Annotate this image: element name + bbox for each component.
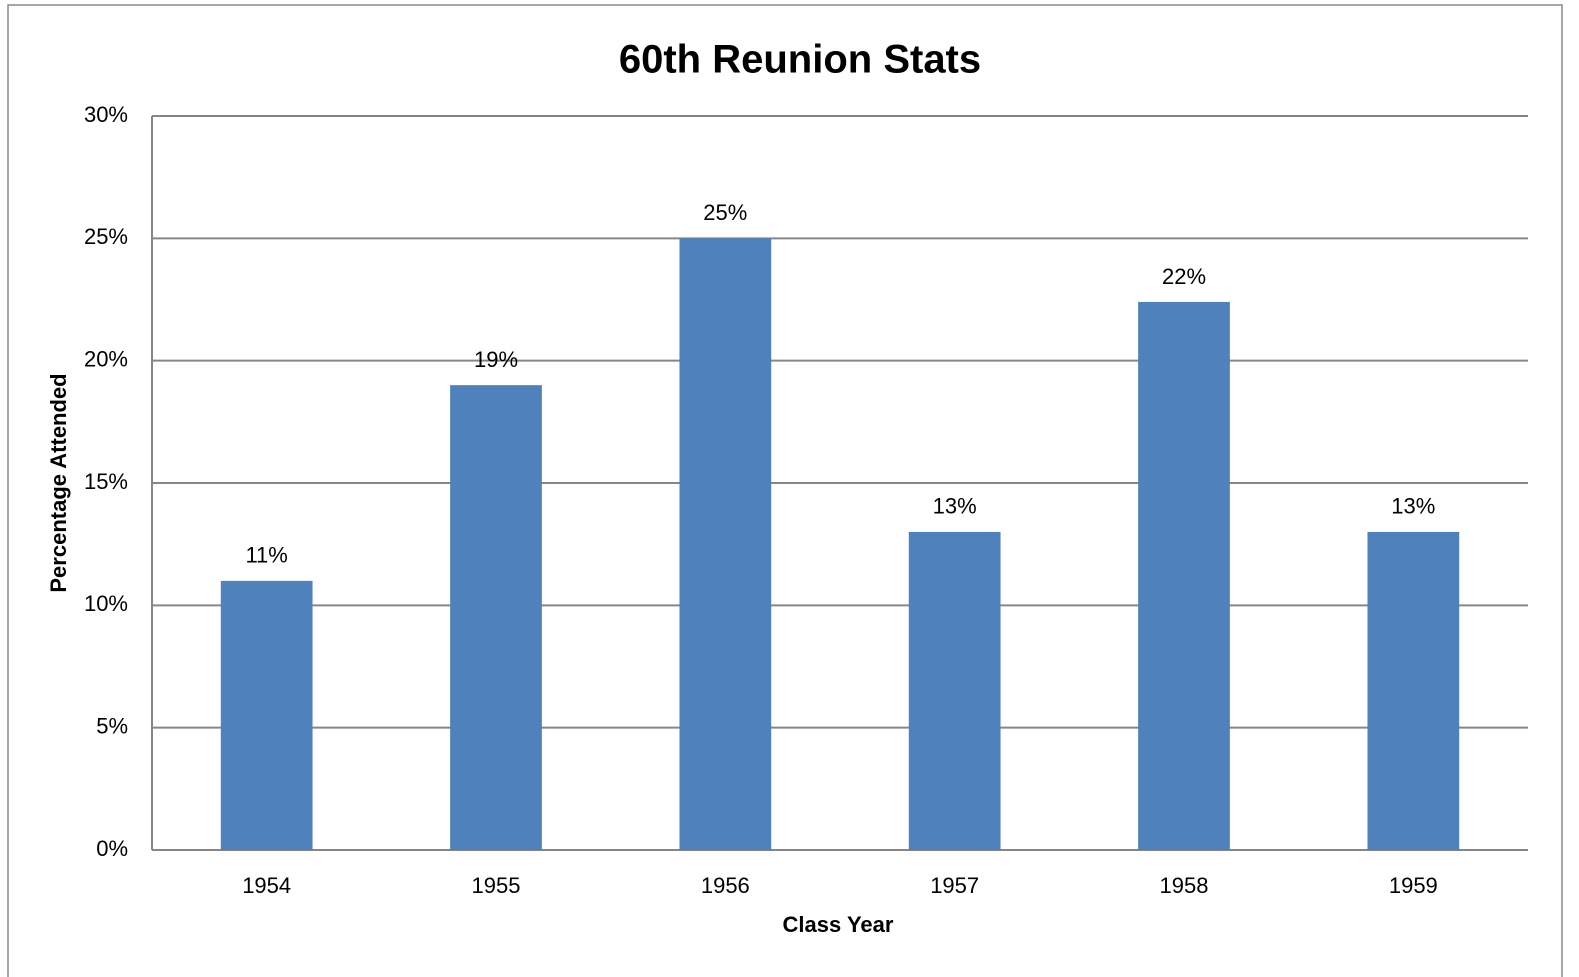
y-tick-label: 25% (84, 224, 128, 249)
data-label: 13% (1391, 494, 1435, 519)
x-tick-label: 1959 (1389, 873, 1438, 898)
chart-title: 60th Reunion Stats (619, 38, 981, 82)
y-tick-label: 0% (96, 836, 128, 861)
data-label: 19% (474, 347, 518, 372)
x-tick-label: 1954 (242, 873, 291, 898)
y-tick-label: 5% (96, 713, 128, 738)
bar (450, 385, 542, 850)
bar (679, 238, 772, 851)
data-label: 13% (933, 494, 977, 519)
data-label: 11% (245, 543, 287, 568)
x-tick-label: 1955 (472, 873, 521, 898)
bar (1138, 301, 1230, 850)
y-tick-label: 10% (84, 591, 128, 616)
x-tick-label: 1956 (701, 873, 750, 898)
y-axis-label: Percentage Attended (46, 373, 71, 592)
bar (220, 580, 313, 850)
x-tick-label: 1958 (1160, 873, 1209, 898)
data-label: 25% (703, 200, 747, 225)
y-tick-label: 30% (84, 102, 128, 127)
x-tick-label: 1957 (930, 873, 979, 898)
y-tick-label: 15% (84, 469, 128, 494)
x-axis-label: Class Year (783, 912, 894, 937)
bar (1367, 531, 1460, 850)
y-tick-label: 20% (84, 346, 128, 371)
data-label: 22% (1162, 264, 1206, 289)
bar (908, 531, 1001, 850)
